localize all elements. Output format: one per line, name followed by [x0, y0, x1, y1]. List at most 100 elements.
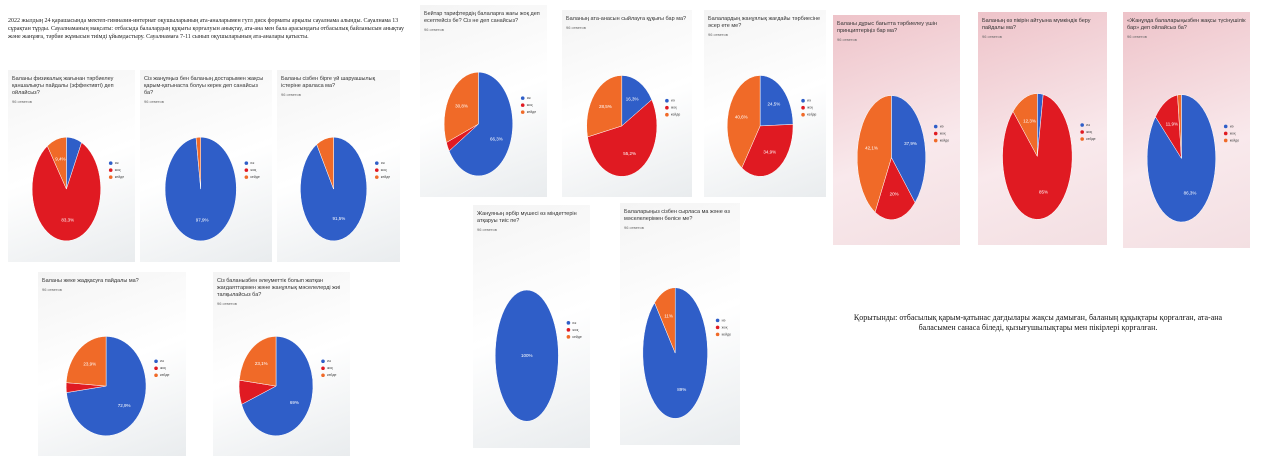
question: Сіз баланызбен әлеуметтік болып жатқан жа… [217, 278, 340, 298]
legend-label: кейде [527, 110, 537, 114]
pie-slice [316, 136, 334, 190]
legend-marker [665, 112, 669, 117]
responses: 96 ответов [1127, 34, 1147, 39]
photo-canvas: Баланы сізбен бірге үй шаруашылық істерін… [281, 75, 391, 242]
pie-slice [856, 95, 892, 213]
legend-label: жоқ [160, 366, 166, 370]
responses: 96 ответов [217, 301, 237, 306]
question: Сіз жанұяңыз бен баланың достарымен жақс… [144, 76, 263, 96]
slice-label: 20% [890, 192, 899, 197]
survey-photo: Баланың ата-анасын сыйлауға құқығы бар м… [562, 10, 692, 197]
slice-label: 89% [677, 387, 686, 392]
pie-slice [443, 71, 479, 143]
slice-label: 28,5% [599, 104, 612, 109]
conclusion-text: Қорытынды: отбасылық қарым-қатынас дағды… [853, 313, 1223, 332]
legend-label: иә [1230, 124, 1234, 128]
legend-marker [244, 175, 249, 179]
question: «Жанұяда балаларыңызбен жақсы түсінушілі… [1127, 18, 1246, 31]
pie-slice [241, 336, 314, 436]
legend-marker [933, 138, 938, 143]
pie-slice [726, 75, 761, 169]
photo-canvas: Балаларыңыз сізбен сырласа ма және өз мәс… [624, 209, 731, 419]
responses: 96 ответов [424, 27, 444, 32]
pie-slice [586, 75, 623, 138]
slice-label: 55,2% [623, 151, 636, 156]
legend-label: жоқ [807, 106, 813, 110]
question: Жанұяның әрбір мүшесі өз міндеттерін атқа… [477, 211, 577, 224]
legend-marker [374, 168, 379, 172]
legend-marker [801, 105, 805, 110]
legend-marker [1080, 130, 1084, 134]
question: Баланы дұрыс бағытта тәрбиелеу үшін принц… [837, 21, 937, 34]
legend-marker [321, 359, 325, 364]
responses: 96 ответов [708, 32, 728, 37]
slice-label: 30,8% [455, 104, 468, 109]
legend-marker [1080, 123, 1084, 127]
pie-slice [195, 136, 201, 190]
legend-marker [715, 325, 720, 330]
slice-label: 83,3% [61, 217, 74, 222]
legend-label: жоқ [671, 106, 677, 110]
legend-label: иә [327, 359, 331, 363]
survey-photo: Сіз жанұяңыз бен баланың достарымен жақс… [140, 70, 272, 262]
legend-marker [566, 335, 571, 339]
pie-slice [47, 136, 67, 190]
legend-label: иә [807, 99, 811, 103]
survey-photo: «Жанұяда балаларыңызбен жақсы түсінушілі… [1123, 12, 1250, 248]
legend-label: жоқ [327, 366, 333, 370]
legend-label: кейде [327, 373, 337, 377]
legend-label: жоқ [115, 168, 121, 172]
legend-label: жоқ [722, 325, 728, 329]
legend-marker [108, 175, 113, 179]
pie-slice [31, 142, 101, 242]
legend-label: кейде [572, 335, 582, 339]
legend-marker [801, 98, 805, 103]
slice-label: 24,5% [767, 101, 780, 106]
legend-label: иә [160, 359, 164, 363]
legend-marker [801, 112, 805, 117]
pie-slice [239, 336, 277, 387]
legend-marker [154, 359, 158, 364]
survey-photo: Жанұяның әрбір мүшесі өз міндеттерін атқа… [473, 205, 590, 448]
pie-slice [587, 99, 658, 177]
pie-slice [621, 75, 653, 127]
photo-canvas: Жанұяның әрбір мүшесі өз міндеттерін атқа… [477, 211, 582, 422]
legend-marker [1080, 137, 1084, 141]
slice-label: 66,3% [490, 136, 503, 141]
responses: 96 ответов [42, 287, 62, 292]
legend-label: кейде [381, 175, 391, 179]
survey-photo: Сіз баланызбен әлеуметтік болып жатқан жа… [213, 272, 350, 456]
question: Балаларыңыз сізбен сырласа ма және өз мәс… [624, 209, 730, 222]
legend-marker [933, 131, 938, 136]
slice-label: 23,1% [255, 361, 268, 366]
survey-photo: Балаларыңыз сізбен сырласа ма және өз мәс… [620, 203, 740, 445]
legend-marker [1223, 138, 1228, 143]
photo-canvas: Баланы дұрыс бағытта тәрбиелеу үшін принц… [837, 21, 949, 220]
photo-canvas: Баланы жеке жадқасуға пайдалы ма? 96 отве… [42, 277, 170, 436]
legend-marker [520, 96, 525, 100]
legend-label: иә [250, 161, 254, 165]
survey-photo: Баланы дұрыс бағытта тәрбиелеу үшін принц… [833, 15, 960, 245]
legend-label: жоқ [381, 168, 387, 172]
slice-label: 100% [521, 353, 533, 358]
responses: 96 ответов [477, 227, 497, 232]
pie-slice [759, 75, 794, 127]
slice-label: 85% [1039, 190, 1048, 195]
legend-marker [321, 373, 325, 378]
slice-label: 42,1% [865, 146, 878, 151]
legend-marker [933, 124, 938, 129]
legend-label: иә [527, 96, 531, 100]
question: Баланың ата-анасын сыйлауға құқығы бар м… [566, 15, 686, 22]
intro-text: 2022 жылдың 24 қарашасында мектеп-гимназ… [8, 18, 404, 40]
legend-label: жоқ [572, 328, 578, 332]
legend-label: кейде [671, 113, 681, 117]
legend-label: иә [671, 99, 675, 103]
slice-label: 91,5% [332, 216, 345, 221]
pie-slice [874, 156, 916, 220]
question: Бейтар тарифтердің балаларға жағы жоқ де… [424, 10, 540, 24]
survey-photo: Баланы сізбен бірге үй шаруашылық істерін… [277, 70, 400, 262]
legend-label: жоқ [1086, 130, 1092, 134]
legend-marker [715, 332, 720, 337]
legend-marker [108, 168, 113, 172]
